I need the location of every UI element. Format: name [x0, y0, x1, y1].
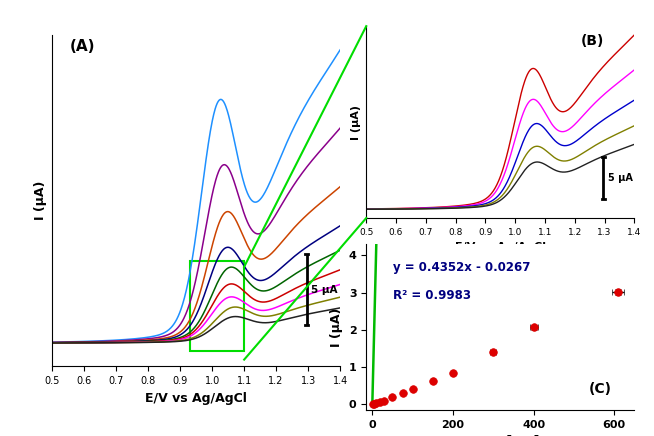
Y-axis label: I (μA): I (μA) [34, 181, 47, 220]
X-axis label: L-Met [μM]: L-Met [μM] [462, 435, 539, 436]
Y-axis label: I (μA): I (μA) [330, 307, 343, 347]
Text: 5 μA: 5 μA [311, 285, 338, 295]
Y-axis label: I (μA): I (μA) [351, 105, 361, 140]
X-axis label: E/V vs Ag/AgCl: E/V vs Ag/AgCl [455, 242, 546, 252]
X-axis label: E/V vs Ag/AgCl: E/V vs Ag/AgCl [145, 392, 247, 405]
Text: R² = 0.9983: R² = 0.9983 [393, 289, 471, 302]
Text: (B): (B) [581, 34, 604, 48]
Text: (C): (C) [589, 382, 611, 396]
Text: y = 0.4352x - 0.0267: y = 0.4352x - 0.0267 [393, 261, 530, 274]
Bar [190, 261, 244, 351]
Text: (A): (A) [69, 39, 95, 54]
Text: 5 μA: 5 μA [608, 173, 632, 183]
